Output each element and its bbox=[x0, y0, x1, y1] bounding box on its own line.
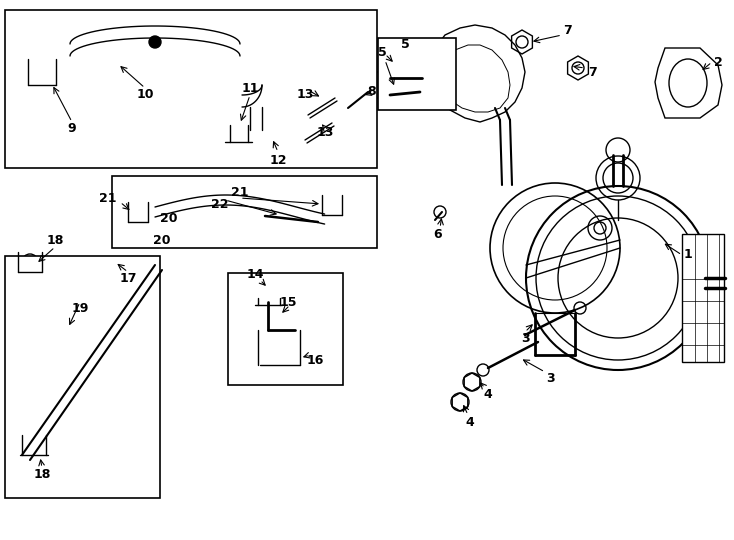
Text: 1: 1 bbox=[683, 248, 692, 261]
Text: 5: 5 bbox=[401, 38, 410, 51]
Text: 12: 12 bbox=[269, 153, 287, 166]
Text: 9: 9 bbox=[68, 122, 76, 134]
Bar bbox=[5, 10, 377, 168]
Text: 7: 7 bbox=[564, 24, 573, 37]
Bar bbox=[228, 273, 343, 385]
Text: 20: 20 bbox=[160, 212, 178, 225]
PathPatch shape bbox=[655, 48, 722, 118]
Text: 10: 10 bbox=[137, 89, 153, 102]
Text: 2: 2 bbox=[713, 56, 722, 69]
Text: 4: 4 bbox=[484, 388, 493, 402]
Text: 22: 22 bbox=[211, 199, 229, 212]
Text: 4: 4 bbox=[465, 415, 474, 429]
Text: 3: 3 bbox=[545, 372, 554, 384]
Text: 3: 3 bbox=[520, 332, 529, 345]
Text: 21: 21 bbox=[99, 192, 117, 205]
Text: 20: 20 bbox=[153, 233, 171, 246]
Text: 14: 14 bbox=[246, 268, 264, 281]
Bar bbox=[5, 256, 160, 498]
Text: 21: 21 bbox=[231, 186, 249, 199]
Bar bbox=[112, 176, 377, 248]
Bar bbox=[378, 38, 456, 110]
Text: 17: 17 bbox=[119, 272, 137, 285]
Text: 13: 13 bbox=[316, 125, 334, 138]
Text: 13: 13 bbox=[297, 89, 313, 102]
Text: 8: 8 bbox=[368, 85, 377, 98]
Bar bbox=[682, 234, 724, 362]
Text: 19: 19 bbox=[71, 301, 89, 314]
Circle shape bbox=[149, 36, 161, 48]
Circle shape bbox=[334, 93, 342, 101]
Text: 15: 15 bbox=[279, 295, 297, 308]
PathPatch shape bbox=[420, 25, 525, 122]
Text: 16: 16 bbox=[306, 354, 324, 367]
Text: 5: 5 bbox=[377, 45, 386, 58]
Text: 11: 11 bbox=[241, 82, 259, 94]
Text: 6: 6 bbox=[434, 228, 443, 241]
Circle shape bbox=[331, 118, 339, 126]
Text: 18: 18 bbox=[33, 469, 51, 482]
Text: 18: 18 bbox=[46, 233, 64, 246]
Text: 7: 7 bbox=[588, 65, 597, 78]
